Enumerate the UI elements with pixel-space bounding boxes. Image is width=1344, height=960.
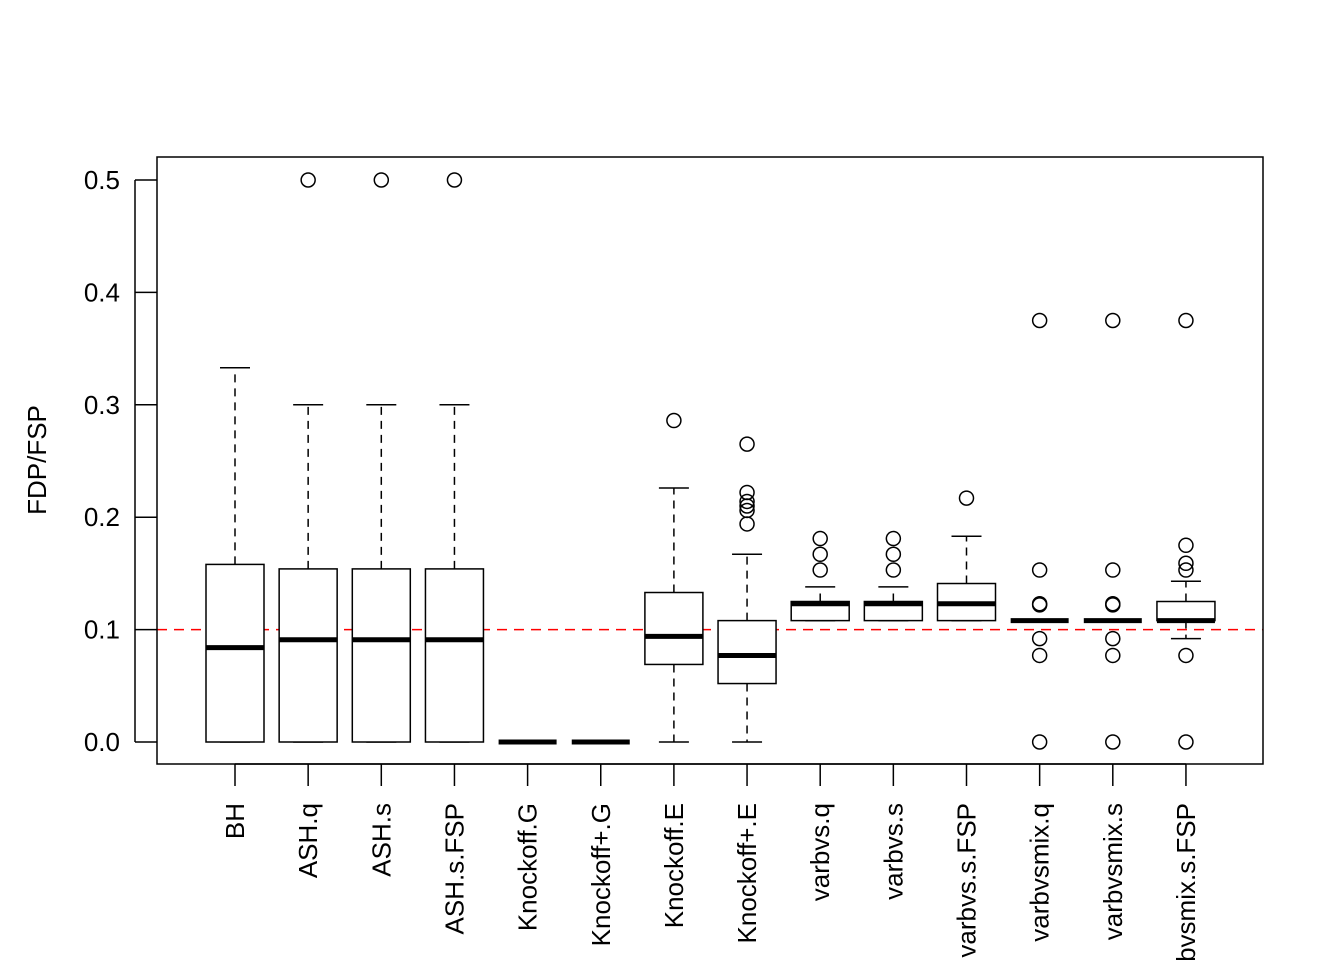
outlier-point [373, 172, 390, 188]
box-bh [205, 366, 265, 743]
outlier-point [1105, 630, 1121, 647]
box-iqr [1156, 600, 1216, 622]
x-tick-label: varbvs.q [805, 803, 835, 901]
outlier-point [1105, 734, 1121, 750]
outlier-point [1178, 647, 1194, 664]
outlier-point [885, 562, 902, 578]
y-axis-label: FDP/FSP [22, 405, 52, 515]
x-tick-label: ASH.s [366, 803, 396, 877]
plot-layer: 0.0 0.1 0.2 0.3 0.4 0.5 BH ASH.q ASH.s ASH.s.FSP K… [84, 165, 1263, 960]
box-varbvs-q [790, 530, 850, 622]
outlier-point [1105, 595, 1121, 612]
outlier-point [1178, 562, 1194, 578]
box-iqr [351, 568, 412, 743]
x-tick-label: varbvsmix.q [1025, 803, 1055, 942]
outlier-point [885, 546, 902, 563]
box-knockoff-e [717, 436, 777, 743]
x-tick-label: varbvsmix.s [1098, 803, 1128, 940]
outlier-point [739, 493, 755, 510]
outlier-point [812, 562, 828, 578]
outlier-point [1178, 537, 1194, 554]
y-tick-label: 0.3 [84, 390, 120, 420]
x-tick-label: Knockoff+.E [732, 803, 762, 943]
box-iqr [644, 591, 704, 666]
box-varbvs-s-fsp [936, 490, 997, 622]
y-tick-label: 0.5 [84, 165, 120, 195]
box-varbvs-s [863, 530, 924, 622]
outlier-point [739, 516, 755, 532]
outlier-point [1105, 562, 1121, 578]
box-knockoff-e [644, 412, 704, 743]
box-iqr [205, 563, 265, 743]
box-varbvsmix-s [1083, 312, 1142, 750]
box-iqr [717, 619, 777, 685]
x-tick-label: Knockoff.G [513, 803, 543, 931]
outlier-point [1031, 312, 1048, 329]
box-ash-s-fsp [424, 172, 485, 743]
x-tick-label: Knockoff.E [659, 803, 689, 928]
x-tick-label: varbvs.s [878, 803, 908, 900]
outlier-point [958, 490, 975, 506]
y-tick-label: 0.2 [84, 502, 120, 532]
outlier-point [812, 530, 828, 547]
y-tick-label: 0.4 [84, 277, 120, 307]
outlier-point [1031, 734, 1048, 750]
x-tick-label: ASH.s.FSP [439, 803, 469, 934]
y-tick-label: 0.1 [84, 615, 120, 645]
box-ash-q [278, 172, 338, 743]
outlier-point [1178, 555, 1194, 572]
outlier-point [1178, 312, 1194, 329]
y-tick-label: 0.0 [84, 727, 120, 757]
box-varbvsmix-q [1010, 312, 1069, 750]
box-iqr [424, 568, 485, 743]
outlier-point [739, 436, 755, 452]
outlier-point [812, 546, 828, 563]
x-tick-label: Knockoff+.G [586, 803, 616, 946]
outlier-point [300, 172, 316, 188]
outlier-point [1105, 597, 1121, 613]
outlier-point [885, 530, 902, 547]
x-tick-label: varbvs.s.FSP [952, 803, 982, 958]
x-tick-label: varbvsmix.s.FSP [1171, 803, 1201, 960]
box-iqr [278, 568, 338, 743]
outlier-point [666, 412, 682, 429]
outlier-point [1031, 630, 1048, 647]
outlier-point [1178, 734, 1194, 750]
x-tick-label: ASH.q [293, 803, 323, 878]
outlier-point [1031, 647, 1048, 664]
outlier-point [446, 172, 463, 188]
outlier-point [1031, 595, 1048, 612]
x-tick-label: BH [220, 803, 250, 839]
outlier-point [1105, 647, 1121, 664]
outlier-point [1031, 597, 1048, 613]
box-ash-s [351, 172, 412, 743]
outlier-point [1105, 312, 1121, 329]
plot-frame [156, 156, 1264, 765]
outlier-point [1031, 562, 1048, 578]
outlier-point [739, 498, 755, 514]
box-varbvsmix-s-fsp [1156, 312, 1216, 750]
